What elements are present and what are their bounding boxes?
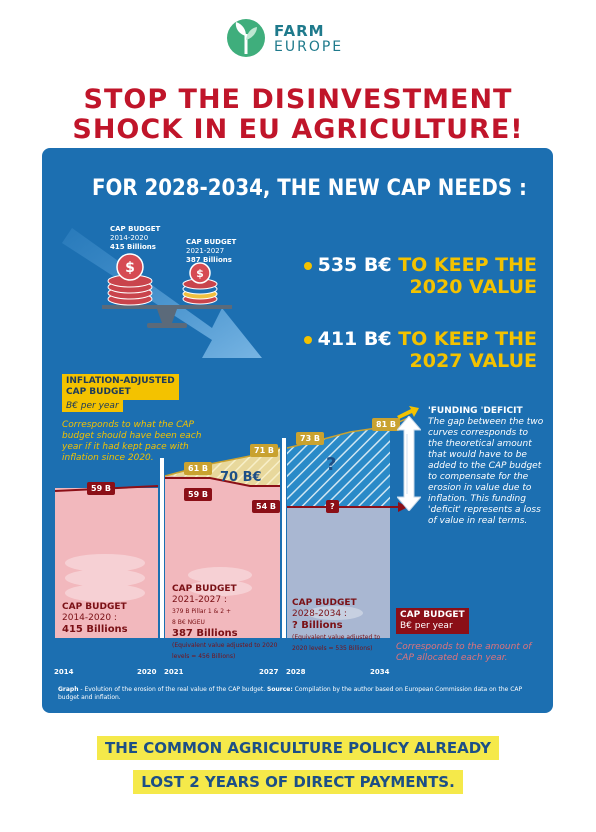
svg-text:$: $ <box>125 260 135 276</box>
need1: 535 B€ TO KEEP THE 2020 VALUE <box>317 254 537 298</box>
period3-amount: ? Billions <box>292 620 343 631</box>
footer-line1-wrap: THE COMMON AGRICULTURE POLICY ALREADY <box>0 736 596 760</box>
badge-59-left: 59 B <box>87 482 116 495</box>
budget-right-title: CAP BUDGET <box>186 238 237 246</box>
brand-name-line2: EUROPE <box>274 39 344 55</box>
cap-legend-unit: B€ per year <box>400 621 453 631</box>
cap-legend-desc: Corresponds to the amount of CAP allocat… <box>396 642 532 663</box>
need2-text2: 2027 VALUE <box>409 350 537 372</box>
inflation-label-line1: INFLATION-ADJUSTED <box>66 376 175 386</box>
budget-right-amount: 387 Billions <box>186 256 232 264</box>
need1-text1: TO KEEP THE <box>398 254 537 276</box>
period2-sub2: 8 B€ NGEU <box>172 619 205 626</box>
cap-budget-line-2 <box>165 477 280 487</box>
double-arrow-icon <box>397 416 421 511</box>
period1-bar <box>55 488 158 638</box>
infographic-panel: FOR 2028-2034, THE NEW CAP NEEDS : CAP B… <box>42 148 553 713</box>
period2-note: (Equivalent value adjusted to 2020 level… <box>172 642 278 660</box>
need1-text2: 2020 VALUE <box>409 276 537 298</box>
gap-70: 70 B€ <box>220 470 262 485</box>
funding-title: 'FUNDING 'DEFICIT <box>428 406 523 416</box>
need1-bullet <box>304 262 312 270</box>
small-arrow-icon <box>397 406 419 419</box>
year-2027: 2027 <box>259 668 279 676</box>
gap-unknown: ? <box>326 454 337 475</box>
cap-legend-title: CAP BUDGET <box>400 610 465 620</box>
footer-line1: THE COMMON AGRICULTURE POLICY ALREADY <box>97 736 499 760</box>
period2-bar <box>165 476 280 638</box>
inflation-desc: Corresponds to what the CAP budget shoul… <box>62 420 202 463</box>
svg-text:$: $ <box>196 267 204 280</box>
year-2034: 2034 <box>370 668 390 676</box>
caption-text: - Evolution of the erosion of the real v… <box>78 686 268 693</box>
period3-title: CAP BUDGET <box>292 598 357 608</box>
inflation-label-line2: CAP BUDGET <box>66 387 131 397</box>
period1-amount: 415 Billions <box>62 624 128 635</box>
need1-value: 535 B€ <box>317 254 392 276</box>
period3-label: CAP BUDGET 2028-2034 : ? Billions (Equiv… <box>292 598 392 654</box>
budget-left-years: 2014-2020 <box>110 234 149 242</box>
budget-right-label: CAP BUDGET 2021-2027 387 Billions <box>186 238 236 265</box>
budget-erosion-chart <box>54 418 409 638</box>
caption-bold: Graph <box>58 686 79 693</box>
headline-line1: STOP THE DISINVESTMENT <box>83 84 513 115</box>
footer-line2: LOST 2 YEARS OF DIRECT PAYMENTS. <box>133 770 463 794</box>
badge-59-mid: 59 B <box>184 488 213 501</box>
badge-54: 54 B <box>252 500 281 513</box>
period2-years: 2021-2027 : <box>172 595 227 605</box>
coin-scale-icon: $ $ <box>102 253 232 328</box>
period2-label: CAP BUDGET 2021-2027 : 379 B Pillar 1 & … <box>172 584 282 662</box>
need2: 411 B€ TO KEEP THE 2027 VALUE <box>317 328 537 372</box>
badge-81: 81 B <box>372 418 401 431</box>
brand-logo: FARM EUROPE <box>226 16 376 62</box>
caption-source-bold: Source: <box>267 686 293 693</box>
budget-right-years: 2021-2027 <box>186 247 225 255</box>
badge-61: 61 B <box>184 462 213 475</box>
period1-label: CAP BUDGET 2014-2020 : 415 Billions <box>62 602 128 636</box>
year-2028: 2028 <box>286 668 306 676</box>
badge-71: 71 B <box>250 444 279 457</box>
funding-text: The gap between the two curves correspon… <box>428 417 544 526</box>
badge-73: 73 B <box>296 432 325 445</box>
panel-title: FOR 2028-2034, THE NEW CAP NEEDS : <box>92 176 527 201</box>
inflation-unit: B€ per year <box>62 400 123 412</box>
period1-title: CAP BUDGET <box>62 602 127 612</box>
period2-amount: 387 Billions <box>172 628 238 639</box>
period3-years: 2028-2034 : <box>292 609 347 619</box>
caption-source-text: Compilation by the author based on Europ… <box>58 686 523 701</box>
footer-line2-wrap: LOST 2 YEARS OF DIRECT PAYMENTS. <box>0 770 596 794</box>
need2-bullet <box>304 336 312 344</box>
headline-line2: SHOCK IN EU AGRICULTURE! <box>72 114 524 145</box>
period3-bar <box>287 506 390 638</box>
funding-deficit: 'FUNDING 'DEFICIT The gap between the tw… <box>428 406 544 527</box>
period2-title: CAP BUDGET <box>172 584 237 594</box>
year-2021: 2021 <box>164 668 184 676</box>
period3-note: (Equivalent value adjusted to 2020 level… <box>292 634 381 652</box>
year-2020: 2020 <box>137 668 157 676</box>
leaf-logo-icon <box>227 19 265 57</box>
period3-gap <box>287 426 390 506</box>
cap-line-arrowhead <box>398 502 408 512</box>
badge-unknown: ? <box>326 500 339 513</box>
diagonal-arrow-graphic <box>62 228 262 358</box>
budget-left-amount: 415 Billions <box>110 243 156 251</box>
period2-sub1: 379 B Pillar 1 & 2 + <box>172 608 231 615</box>
inflation-label: INFLATION-ADJUSTED CAP BUDGET <box>62 374 179 400</box>
budget-left-title: CAP BUDGET <box>110 225 161 233</box>
graph-caption: Graph - Evolution of the erosion of the … <box>58 686 538 702</box>
cap-legend-label: CAP BUDGET B€ per year <box>396 608 469 634</box>
need2-value: 411 B€ <box>317 328 392 350</box>
year-2014: 2014 <box>54 668 74 676</box>
period2-gap <box>165 448 280 486</box>
budget-left-label: CAP BUDGET 2014-2020 415 Billions <box>110 225 160 252</box>
need2-text1: TO KEEP THE <box>398 328 537 350</box>
period1-years: 2014-2020 : <box>62 613 117 623</box>
brand-name-line1: FARM <box>274 22 325 40</box>
